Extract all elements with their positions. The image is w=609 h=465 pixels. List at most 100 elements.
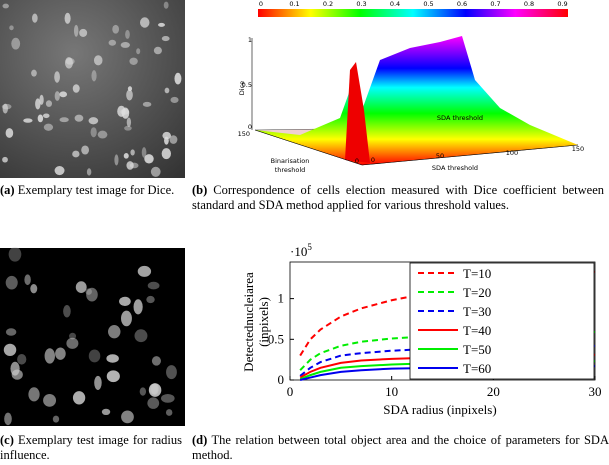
y-tick-label: 0.5 — [268, 331, 284, 346]
cell — [169, 135, 178, 144]
cell — [125, 29, 130, 39]
cell — [69, 332, 77, 340]
caption-text: Exemplary test image for Dice. — [17, 183, 175, 197]
cell — [23, 118, 33, 123]
cell — [137, 265, 152, 277]
cell — [129, 57, 138, 65]
cell — [5, 275, 18, 290]
x-tick: 100 — [506, 149, 518, 157]
cell — [86, 168, 92, 176]
cell — [72, 84, 80, 93]
cell — [133, 299, 143, 315]
legend-label: T=60 — [463, 361, 491, 376]
cells — [3, 246, 177, 426]
cell — [32, 13, 38, 23]
colorbar-tick: 0.5 — [423, 0, 433, 8]
plot-frame — [289, 261, 596, 381]
z-tick: 1 — [248, 36, 252, 44]
cell — [2, 3, 9, 9]
cell — [97, 130, 108, 139]
x-axis — [361, 144, 579, 166]
cell — [136, 48, 141, 55]
cell — [75, 281, 87, 294]
z-tick: 0 — [248, 123, 252, 131]
colorbar-tick: 0.8 — [524, 0, 534, 8]
cell — [162, 131, 172, 140]
legend-label: T=30 — [463, 304, 491, 319]
cell — [59, 91, 68, 98]
cell — [54, 91, 60, 101]
caption-label: (c) — [0, 433, 14, 447]
x-label: SDA threshold — [432, 164, 478, 172]
cell — [114, 154, 119, 166]
caption-text: Exemplary test image for radius influenc… — [0, 433, 183, 462]
cell — [130, 149, 135, 156]
y-tick: 0 — [355, 157, 359, 165]
z-label: Dice — [238, 81, 246, 95]
cell — [52, 415, 60, 423]
caption: (c) Exemplary test image for radius infl… — [0, 433, 182, 463]
y-label: Detectednucleiarea — [241, 272, 256, 372]
cell — [91, 70, 97, 82]
cell — [144, 154, 154, 164]
cell — [31, 69, 37, 77]
cell — [66, 337, 79, 349]
colorbar-tick: 0.6 — [457, 0, 467, 8]
y-axis — [254, 129, 363, 166]
cell — [166, 365, 177, 380]
x-tick: 150 — [572, 145, 584, 153]
cell — [93, 55, 103, 66]
cell — [158, 22, 165, 27]
cell — [72, 150, 80, 158]
colorbar-tick: 0.3 — [356, 0, 366, 8]
caption-text: The relation between total object area a… — [192, 433, 609, 462]
cell — [44, 348, 55, 364]
cell — [151, 356, 161, 366]
y-label: (inpixels) — [256, 297, 271, 347]
colorbar — [258, 9, 568, 17]
cell — [85, 288, 92, 295]
cell — [43, 393, 57, 407]
colorbar-tick: 0.1 — [289, 0, 299, 8]
cell — [121, 310, 132, 327]
cell — [101, 408, 111, 416]
cell — [28, 387, 40, 402]
y-tick: 150 — [238, 130, 250, 138]
cell — [153, 46, 162, 55]
cell — [126, 117, 132, 128]
colorbar-tick: 0 — [259, 0, 263, 8]
colorbar-tick: 0.2 — [323, 0, 333, 8]
cells — [1, 1, 182, 177]
figure: Dice 1 0.5 0 150 0 Binarisation threshol… — [0, 0, 602, 426]
test-image-a — [0, 0, 185, 178]
cell — [174, 72, 182, 85]
cell — [123, 152, 129, 159]
cell — [147, 281, 160, 290]
cell — [161, 148, 171, 160]
cell — [39, 94, 44, 105]
cell — [112, 24, 120, 34]
cell — [139, 17, 150, 28]
cell — [147, 397, 160, 409]
cell — [54, 71, 60, 83]
cell — [108, 325, 121, 339]
cell — [141, 147, 147, 158]
x-tick-label: 10 — [385, 384, 398, 399]
x-tick-label: 20 — [487, 384, 500, 399]
x-label: SDA radius (inpixels) — [383, 402, 496, 417]
cell — [43, 123, 54, 131]
cell — [64, 57, 73, 69]
y-label: Binarisation — [271, 157, 310, 165]
cell — [165, 409, 173, 416]
cell — [1, 103, 12, 110]
cell — [106, 354, 119, 363]
legend-label: T=10 — [463, 266, 491, 281]
caption: (d) The relation between total object ar… — [192, 433, 609, 463]
y-tick-label: 0 — [278, 372, 285, 387]
cell — [35, 98, 41, 110]
cell — [170, 96, 179, 104]
cell — [121, 410, 134, 424]
cell — [45, 100, 52, 107]
cell — [126, 161, 134, 170]
